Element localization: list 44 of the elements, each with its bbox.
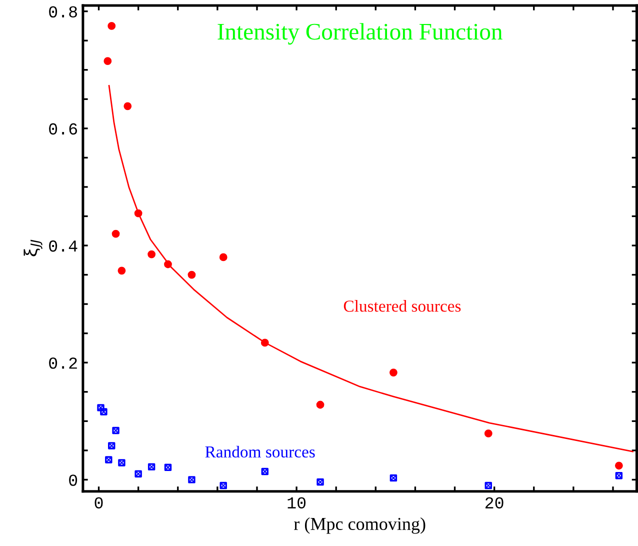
point — [97, 404, 104, 412]
point — [104, 57, 112, 66]
point — [484, 482, 492, 490]
point — [260, 338, 269, 347]
point — [316, 478, 324, 486]
point — [164, 260, 172, 268]
point — [118, 266, 126, 275]
y-tick-label: 0.4 — [49, 240, 78, 252]
point — [188, 270, 196, 279]
point — [219, 253, 228, 262]
point — [316, 400, 324, 409]
point — [390, 368, 398, 376]
point — [484, 429, 492, 438]
x-tick-label: 10 — [288, 497, 306, 509]
y-tick-label: 0.6 — [49, 123, 77, 135]
x-axis-title: r (Mpc comoving) — [294, 517, 426, 534]
y-tick-label: 0 — [69, 474, 78, 486]
point — [112, 230, 120, 238]
point — [100, 408, 108, 416]
point — [148, 463, 156, 470]
text: Intensity Correlation Function — [218, 23, 502, 45]
y-tick-label: 0.8 — [49, 6, 77, 18]
point — [164, 464, 172, 472]
x-tick-label: 20 — [485, 497, 504, 509]
point — [261, 468, 269, 476]
point — [615, 472, 623, 480]
point — [134, 470, 142, 478]
point — [148, 250, 156, 258]
point — [112, 426, 120, 434]
point — [105, 456, 112, 464]
x-tick-label: 0 — [94, 497, 103, 509]
point — [188, 476, 196, 484]
point — [118, 459, 126, 466]
point — [108, 22, 116, 30]
series-label: Random sources — [205, 446, 315, 458]
y-tick-label: 0.2 — [49, 357, 77, 369]
point — [614, 462, 623, 470]
y-axis-title: ξ$_{JJ}$ — [24, 240, 42, 256]
text: Clustered sources — [344, 300, 461, 312]
point — [220, 482, 227, 490]
point — [124, 102, 132, 110]
point — [390, 474, 398, 482]
point — [134, 209, 142, 218]
point — [108, 442, 116, 450]
